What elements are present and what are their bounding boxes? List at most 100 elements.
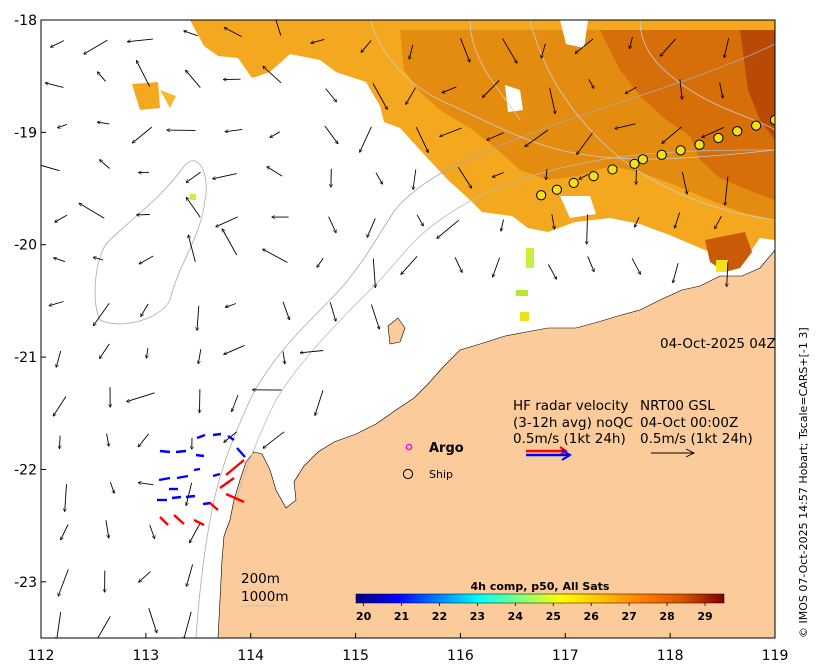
current-arrow <box>53 396 67 417</box>
current-arrow <box>186 482 193 506</box>
current-arrow <box>58 123 68 127</box>
current-arrow <box>189 522 201 543</box>
radar-arrow-blue <box>196 433 206 440</box>
current-arrow <box>100 160 110 169</box>
colorbar-ticks: 20 21 22 23 24 25 26 27 28 29 <box>356 603 713 623</box>
current-arrow <box>551 214 555 229</box>
current-arrow <box>97 122 110 124</box>
current-arrow <box>547 264 556 279</box>
radar-arrow-blue <box>227 435 235 441</box>
current-arrow <box>138 433 150 447</box>
current-arrow <box>361 40 372 53</box>
radar-avg: (3-12h avg) noQC <box>513 415 633 431</box>
current-arrow <box>631 258 641 274</box>
current-arrow <box>45 83 64 88</box>
current-arrow <box>579 173 589 179</box>
ship-position <box>629 158 640 169</box>
radar-arrow-red <box>225 459 245 476</box>
ship-position <box>675 145 686 156</box>
current-arrow <box>725 176 729 206</box>
radar-scale-right: 0.5m/s (1kt 24h) <box>640 431 753 447</box>
current-arrow <box>106 433 109 447</box>
current-arrow <box>197 305 200 331</box>
y-axis: -18 -19 -20 -21 -22 -23 <box>14 13 46 591</box>
legend: Argo Ship <box>402 441 464 481</box>
current-arrow <box>100 343 110 359</box>
current-arrow <box>216 216 238 227</box>
current-arrow <box>588 79 594 88</box>
current-arrow <box>198 349 202 364</box>
current-arrow <box>401 256 418 274</box>
current-arrow <box>282 301 290 320</box>
ship-label: Ship <box>429 468 453 481</box>
current-arrow <box>93 303 110 325</box>
current-arrow <box>275 20 282 36</box>
current-arrow <box>375 172 383 185</box>
radar-arrow-blue <box>176 474 189 480</box>
ship-position <box>588 171 599 182</box>
current-arrow <box>139 571 151 583</box>
current-arrow <box>325 88 337 102</box>
current-arrow <box>232 394 239 412</box>
current-arrow <box>149 524 155 539</box>
current-vectors <box>41 20 730 638</box>
radar-arrow-blue <box>212 472 221 478</box>
colorbar-tick-label: 28 <box>659 610 674 623</box>
current-arrow <box>51 40 65 48</box>
current-arrow <box>136 61 151 87</box>
current-arrow <box>139 255 154 264</box>
current-arrow <box>457 167 471 188</box>
legend-arrow-blue-head <box>561 449 572 461</box>
ship-track <box>536 114 775 201</box>
current-arrow <box>442 86 457 93</box>
current-arrow <box>370 304 379 330</box>
colorbar-tick-label: 21 <box>394 610 409 623</box>
colorbar-tick-label: 23 <box>470 610 485 623</box>
radar-scale-left: 0.5m/s (1kt 24h) <box>513 431 626 447</box>
y-tick-label: -21 <box>14 350 37 366</box>
current-arrow <box>635 216 640 227</box>
ship-position <box>637 154 648 165</box>
x-tick-label: 117 <box>552 648 579 664</box>
current-arrow <box>138 483 154 486</box>
current-arrow <box>109 481 114 493</box>
current-arrow <box>372 258 375 288</box>
radar-arrow-red <box>225 492 245 504</box>
current-arrow <box>317 257 324 267</box>
current-arrow <box>213 173 237 179</box>
radar-legend: HF radar velocity NRT00 GSL (3-12h avg) … <box>513 398 753 461</box>
current-arrow <box>186 197 201 218</box>
current-arrow <box>186 70 201 88</box>
radar-arrow-blue <box>193 467 201 472</box>
current-arrow <box>367 218 376 237</box>
current-arrow <box>702 126 725 137</box>
isobath-200m-label: 200m <box>241 571 280 587</box>
current-arrow <box>184 611 192 638</box>
x-tick-label: 116 <box>447 648 474 664</box>
current-arrow <box>525 129 549 147</box>
current-arrow <box>222 229 238 256</box>
current-arrow <box>132 126 153 143</box>
x-tick-label: 115 <box>342 648 369 664</box>
colorbar-tick-label: 27 <box>621 610 636 623</box>
current-arrow <box>300 350 324 353</box>
current-arrow <box>263 66 282 84</box>
radar-arrow-blue <box>158 476 171 482</box>
ship-position <box>607 164 618 175</box>
current-arrow <box>188 235 196 262</box>
ship-marker <box>402 468 414 480</box>
current-arrow <box>127 392 155 402</box>
current-arrow <box>413 169 417 190</box>
current-arrow <box>415 127 428 152</box>
current-arrow <box>625 86 637 93</box>
current-arrow <box>662 126 682 143</box>
y-tick-label: -22 <box>14 462 37 478</box>
current-arrow <box>225 128 243 131</box>
radar-arrow-blue <box>175 449 187 454</box>
current-arrow <box>282 351 285 364</box>
radar-arrow-blue <box>212 432 222 437</box>
ship-position <box>751 120 762 131</box>
sst-field <box>132 20 775 321</box>
current-arrow <box>549 87 556 114</box>
